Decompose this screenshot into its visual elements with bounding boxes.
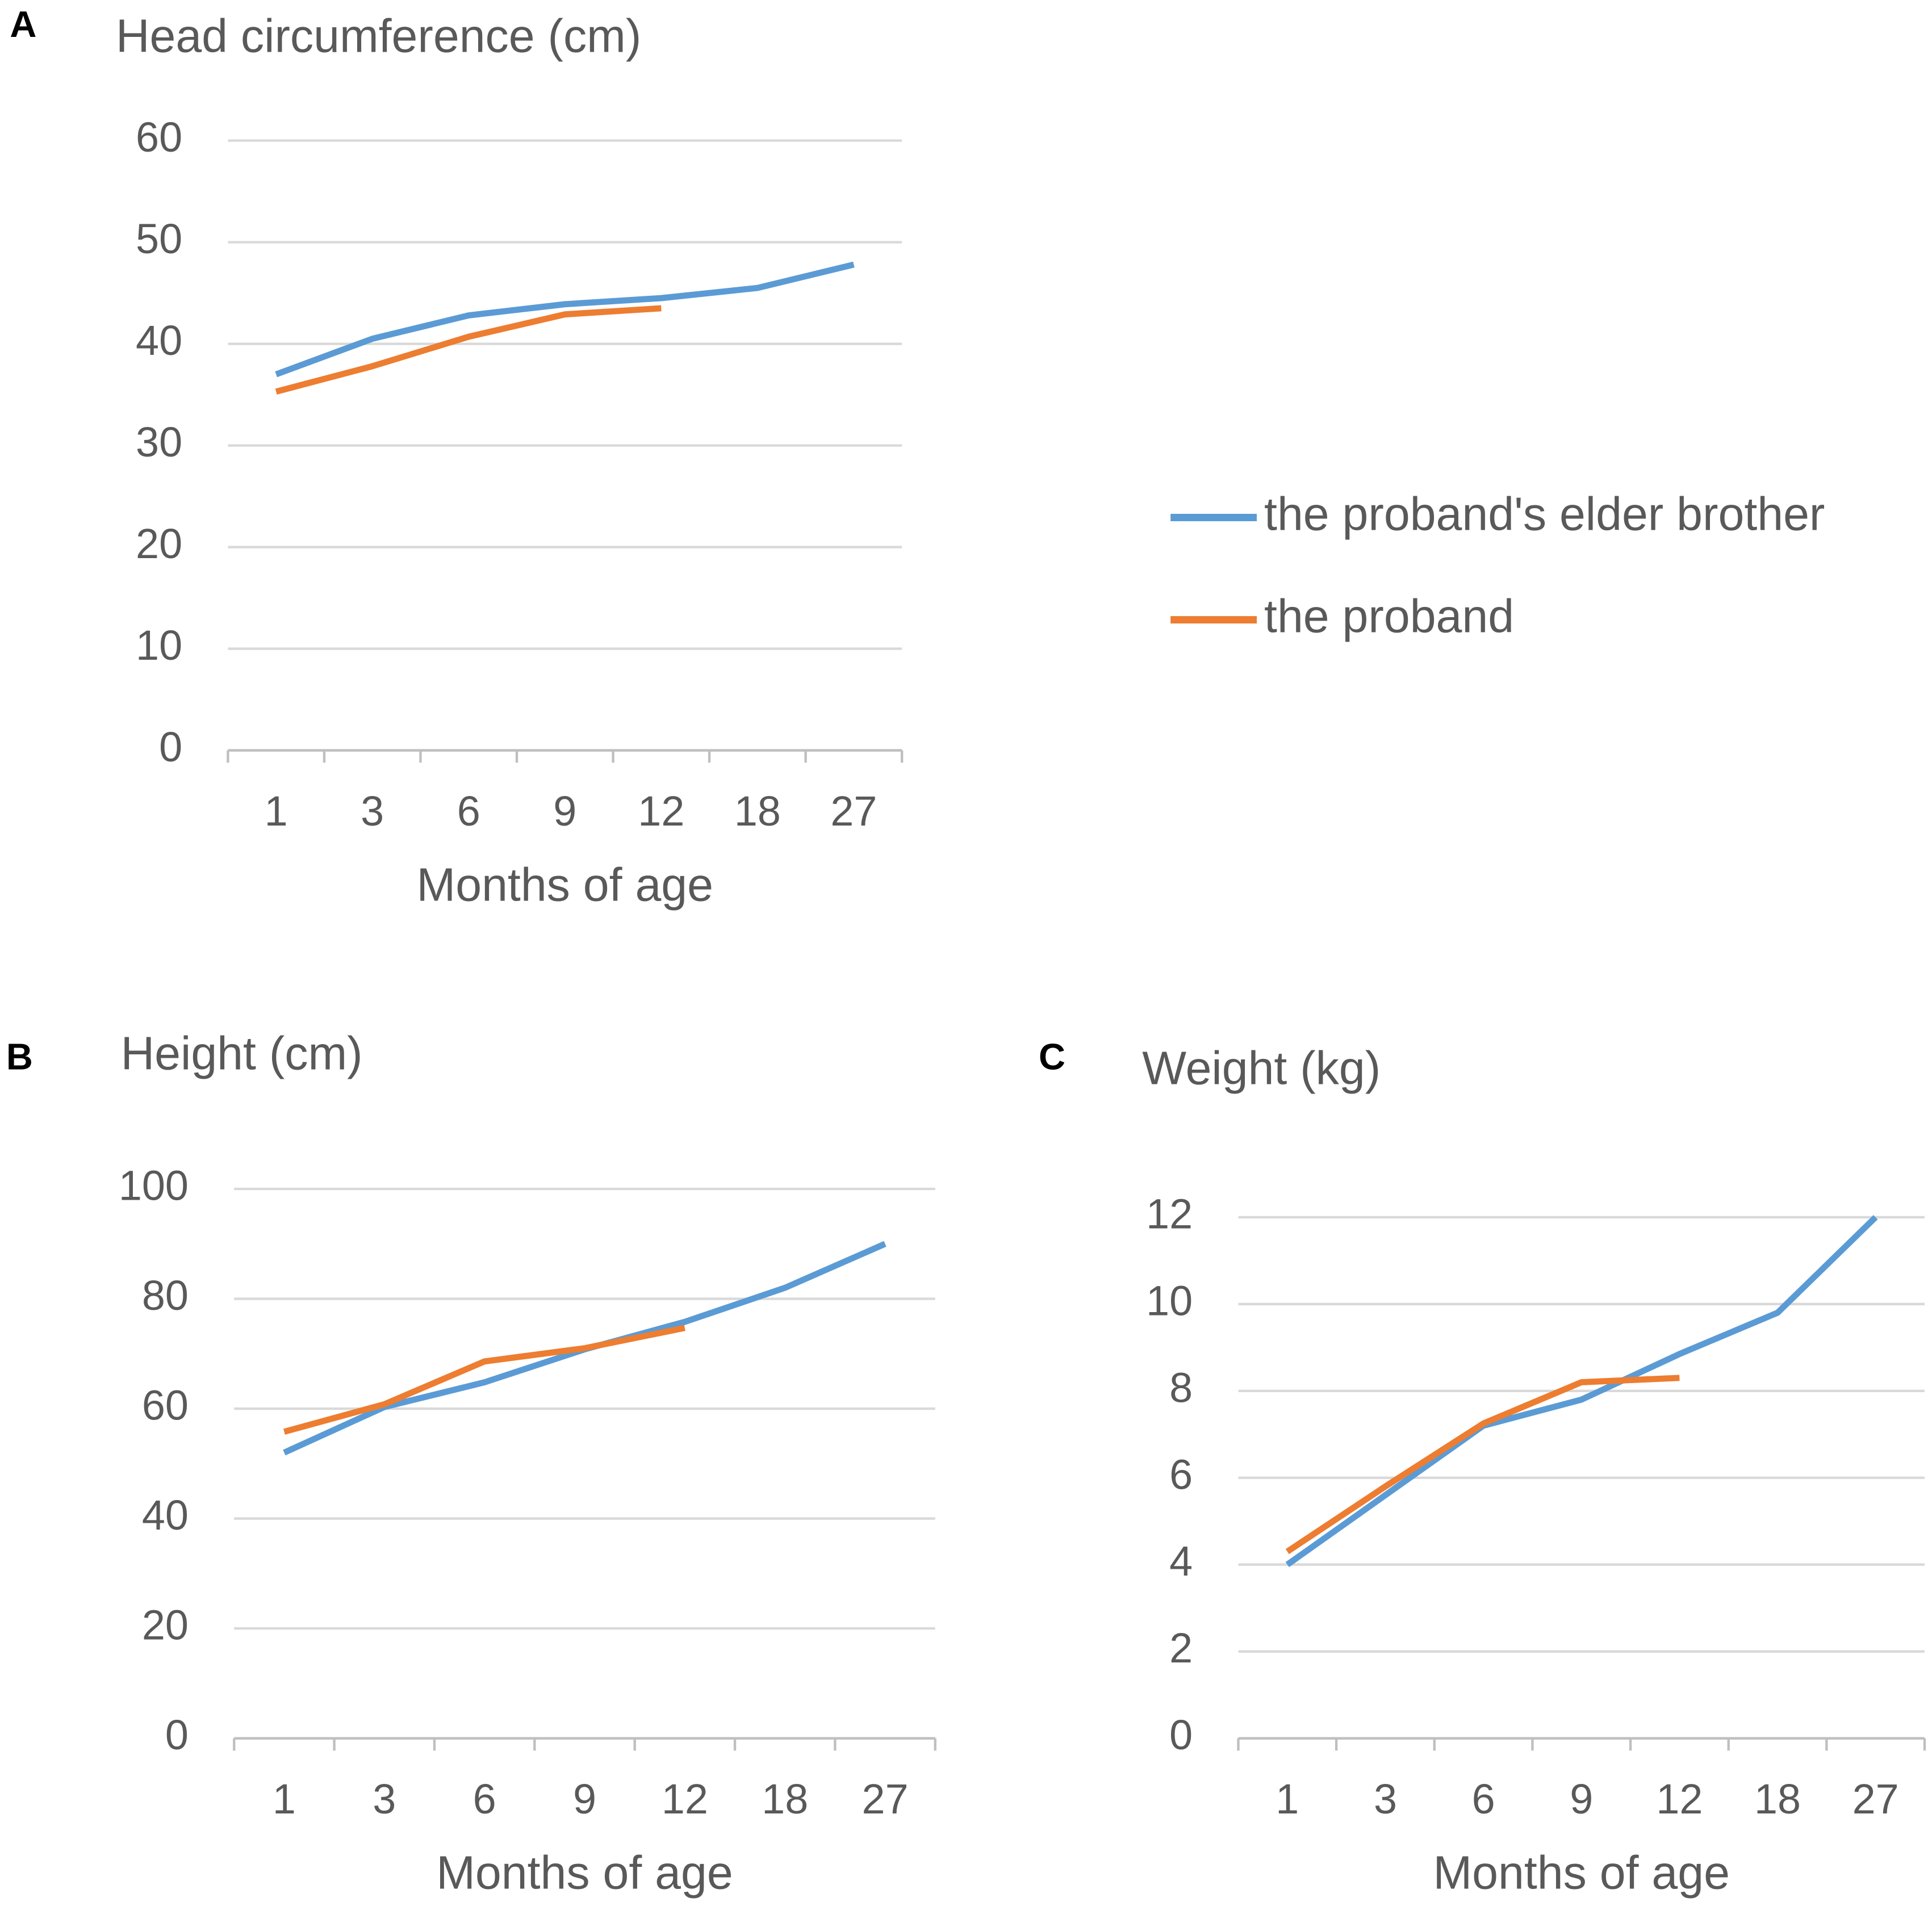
y-tick-label: 4 — [1169, 1538, 1193, 1585]
x-tick-label: 3 — [1374, 1775, 1397, 1823]
x-tick-label: 9 — [573, 1775, 596, 1823]
x-tick-label: 27 — [862, 1775, 909, 1823]
x-tick-label: 6 — [473, 1775, 496, 1823]
panel-label: A — [10, 3, 36, 45]
y-tick-label: 20 — [136, 520, 182, 567]
y-tick-label: 20 — [142, 1602, 189, 1649]
x-tick-label: 12 — [1656, 1775, 1703, 1823]
x-tick-label: 18 — [762, 1775, 808, 1823]
x-tick-label: 27 — [830, 787, 877, 835]
y-tick-label: 100 — [119, 1162, 189, 1209]
x-tick-label: 9 — [1570, 1775, 1593, 1823]
chart-title: Height (cm) — [121, 1028, 363, 1080]
x-tick-label: 3 — [361, 787, 384, 835]
x-axis-title: Months of age — [436, 1846, 733, 1899]
y-tick-label: 2 — [1169, 1624, 1193, 1672]
x-tick-label: 6 — [457, 787, 480, 835]
x-tick-label: 12 — [638, 787, 684, 835]
x-tick-label: 1 — [273, 1775, 296, 1823]
series-line — [1285, 1215, 1878, 1568]
y-tick-label: 40 — [136, 317, 182, 364]
x-axis-title: Months of age — [1433, 1846, 1730, 1899]
series-line — [275, 305, 662, 395]
y-tick-label: 10 — [136, 622, 182, 669]
y-tick-label: 0 — [1169, 1711, 1193, 1758]
legend-label: the proband's elder brother — [1264, 488, 1825, 540]
x-tick-label: 6 — [1472, 1775, 1495, 1823]
x-tick-label: 27 — [1852, 1775, 1899, 1823]
x-axis-title: Months of age — [417, 858, 713, 911]
x-tick-label: 18 — [1754, 1775, 1801, 1823]
y-tick-label: 40 — [142, 1492, 189, 1539]
y-tick-label: 6 — [1169, 1451, 1193, 1498]
y-tick-label: 8 — [1169, 1364, 1193, 1411]
y-tick-label: 50 — [136, 215, 182, 262]
y-tick-label: 10 — [1146, 1277, 1193, 1324]
series-line — [1285, 1375, 1680, 1555]
y-tick-label: 60 — [136, 114, 182, 161]
x-tick-label: 12 — [662, 1775, 708, 1823]
x-tick-label: 9 — [553, 787, 576, 835]
x-tick-label: 1 — [1276, 1775, 1299, 1823]
y-tick-label: 0 — [165, 1711, 189, 1758]
panel-label: B — [6, 1036, 33, 1077]
y-tick-label: 60 — [142, 1382, 189, 1429]
series-line — [283, 1325, 685, 1435]
x-tick-label: 1 — [265, 787, 288, 835]
series-line — [275, 261, 855, 378]
panel-label: C — [1039, 1036, 1065, 1077]
chart-title: Head circumference (cm) — [116, 10, 641, 62]
y-tick-label: 0 — [159, 723, 182, 770]
y-tick-label: 12 — [1146, 1190, 1193, 1237]
y-tick-label: 80 — [142, 1272, 189, 1319]
x-tick-label: 3 — [373, 1775, 396, 1823]
chart-title: Weight (kg) — [1142, 1042, 1381, 1095]
x-tick-label: 18 — [734, 787, 781, 835]
legend-label: the proband — [1264, 590, 1514, 642]
y-tick-label: 30 — [136, 418, 182, 466]
